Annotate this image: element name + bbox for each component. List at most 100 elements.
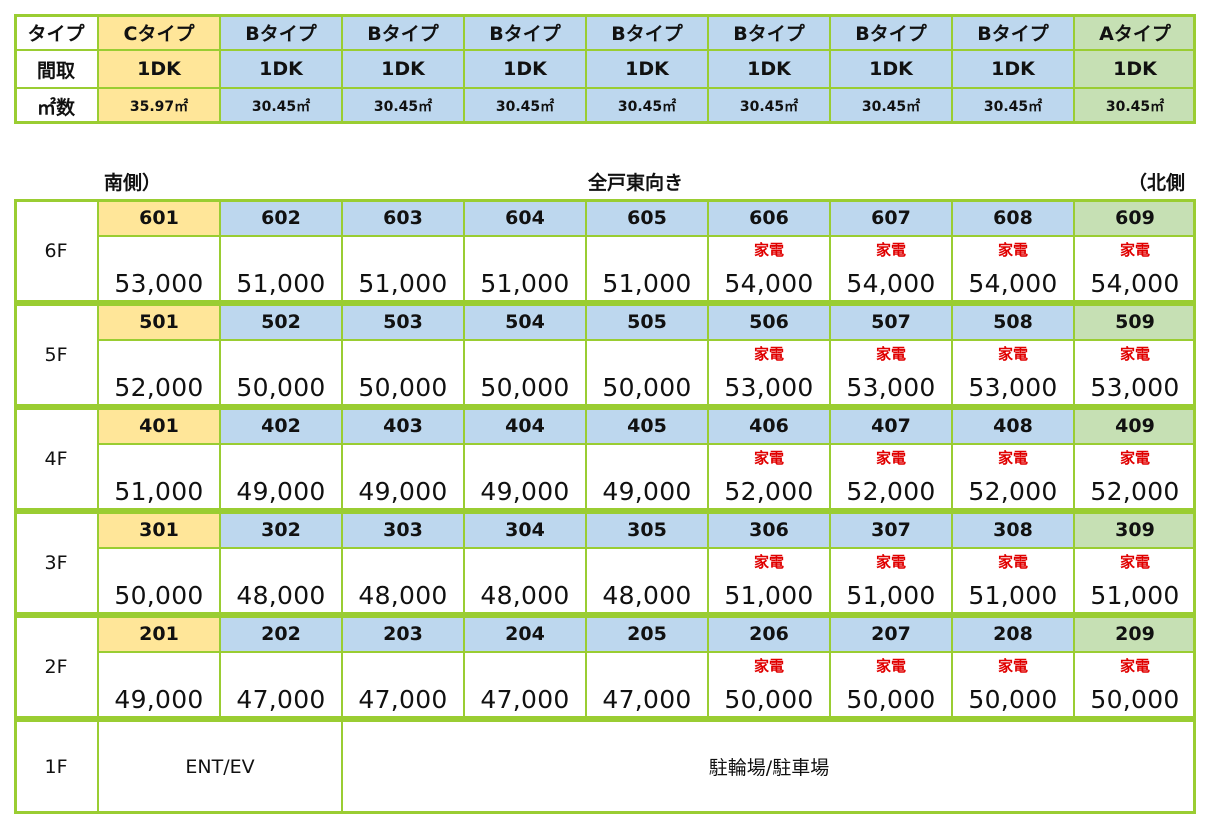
type-table-area-cell: 30.45㎡ — [708, 88, 830, 124]
room-rent-cell: 家電 53,000 — [952, 340, 1074, 407]
room-number: 507 — [830, 303, 952, 340]
room-number: 306 — [708, 511, 830, 548]
room-rent-cell: 家電 53,000 — [708, 340, 830, 407]
room-rent-cell: 50,000 — [464, 340, 586, 407]
rent-amount: 54,000 — [846, 269, 936, 298]
rent-amount: 51,000 — [1090, 581, 1180, 610]
room-rent-cell: 53,000 — [98, 236, 220, 303]
room-rent-cell: 49,000 — [464, 444, 586, 511]
room-rent-cell: 家電 53,000 — [1074, 340, 1196, 407]
rent-amount: 47,000 — [358, 685, 448, 714]
room-number: 609 — [1074, 199, 1196, 236]
rent-amount: 51,000 — [846, 581, 936, 610]
room-number: 409 — [1074, 407, 1196, 444]
room-rent-cell: 47,000 — [586, 652, 708, 719]
rent-amount: 50,000 — [1090, 685, 1180, 714]
room-number: 402 — [220, 407, 342, 444]
room-rent-cell: 家電 54,000 — [1074, 236, 1196, 303]
room-rent-cell: 家電 51,000 — [830, 548, 952, 615]
appliance-included-label: 家電 — [875, 241, 906, 259]
room-number: 502 — [220, 303, 342, 340]
room-number: 309 — [1074, 511, 1196, 548]
type-table-area-cell: 30.45㎡ — [1074, 88, 1196, 124]
rent-amount: 50,000 — [114, 581, 204, 610]
room-rent-cell: 家電 54,000 — [708, 236, 830, 303]
room-number: 205 — [586, 615, 708, 652]
room-number: 602 — [220, 199, 342, 236]
room-number: 303 — [342, 511, 464, 548]
appliance-included-label: 家電 — [875, 657, 906, 675]
room-number: 305 — [586, 511, 708, 548]
room-rent-cell: 家電 54,000 — [952, 236, 1074, 303]
floor-label: 3F — [14, 511, 98, 615]
room-number: 406 — [708, 407, 830, 444]
rent-amount: 51,000 — [602, 269, 692, 298]
rent-amount: 52,000 — [114, 373, 204, 402]
room-number: 401 — [98, 407, 220, 444]
type-table-layout-cell: 1DK — [98, 50, 220, 88]
rent-amount: 52,000 — [1090, 477, 1180, 506]
room-number: 601 — [98, 199, 220, 236]
rent-amount: 52,000 — [724, 477, 814, 506]
appliance-included-label: 家電 — [997, 553, 1028, 571]
floor-label: 2F — [14, 615, 98, 719]
room-rent-cell: 49,000 — [586, 444, 708, 511]
rent-amount: 54,000 — [968, 269, 1058, 298]
rent-amount: 48,000 — [602, 581, 692, 610]
room-number: 603 — [342, 199, 464, 236]
rent-amount: 48,000 — [358, 581, 448, 610]
rent-amount: 50,000 — [480, 373, 570, 402]
rent-amount: 51,000 — [724, 581, 814, 610]
type-table-type-cell: Bタイプ — [342, 14, 464, 50]
rent-amount: 49,000 — [236, 477, 326, 506]
room-number: 302 — [220, 511, 342, 548]
floor-label: 1F — [14, 719, 98, 814]
appliance-included-label: 家電 — [875, 449, 906, 467]
rent-amount: 50,000 — [846, 685, 936, 714]
rent-amount: 50,000 — [968, 685, 1058, 714]
room-number: 606 — [708, 199, 830, 236]
room-number: 505 — [586, 303, 708, 340]
room-rent-cell: 48,000 — [464, 548, 586, 615]
room-number: 508 — [952, 303, 1074, 340]
appliance-included-label: 家電 — [1119, 241, 1150, 259]
room-number: 207 — [830, 615, 952, 652]
room-rent-cell: 50,000 — [98, 548, 220, 615]
room-number: 405 — [586, 407, 708, 444]
rent-amount: 53,000 — [846, 373, 936, 402]
room-number: 308 — [952, 511, 1074, 548]
type-table-layout-cell: 1DK — [830, 50, 952, 88]
rent-amount: 51,000 — [236, 269, 326, 298]
rent-amount: 49,000 — [114, 685, 204, 714]
type-table-layout-cell: 1DK — [708, 50, 830, 88]
type-table-layout-cell: 1DK — [586, 50, 708, 88]
appliance-included-label: 家電 — [753, 553, 784, 571]
room-number: 206 — [708, 615, 830, 652]
appliance-included-label: 家電 — [1119, 345, 1150, 363]
type-table-layout-cell: 1DK — [342, 50, 464, 88]
appliance-included-label: 家電 — [1119, 657, 1150, 675]
appliance-included-label: 家電 — [875, 345, 906, 363]
rent-amount: 53,000 — [968, 373, 1058, 402]
room-number: 605 — [586, 199, 708, 236]
room-number: 504 — [464, 303, 586, 340]
floor-label: 5F — [14, 303, 98, 407]
parking-area: 駐輪場/駐車場 — [342, 719, 1196, 814]
appliance-included-label: 家電 — [753, 241, 784, 259]
type-table-area-cell: 30.45㎡ — [464, 88, 586, 124]
appliance-included-label: 家電 — [997, 241, 1028, 259]
room-rent-cell: 49,000 — [220, 444, 342, 511]
room-rent-cell: 47,000 — [342, 652, 464, 719]
type-table-layout-cell: 1DK — [220, 50, 342, 88]
room-rent-cell: 家電 50,000 — [708, 652, 830, 719]
rent-amount: 51,000 — [358, 269, 448, 298]
room-rent-cell: 51,000 — [342, 236, 464, 303]
rent-amount: 53,000 — [1090, 373, 1180, 402]
room-rent-cell: 家電 52,000 — [830, 444, 952, 511]
room-rent-cell: 50,000 — [586, 340, 708, 407]
room-rent-cell: 51,000 — [586, 236, 708, 303]
room-rent-cell: 家電 54,000 — [830, 236, 952, 303]
room-number: 304 — [464, 511, 586, 548]
room-rent-cell: 50,000 — [220, 340, 342, 407]
room-number: 403 — [342, 407, 464, 444]
